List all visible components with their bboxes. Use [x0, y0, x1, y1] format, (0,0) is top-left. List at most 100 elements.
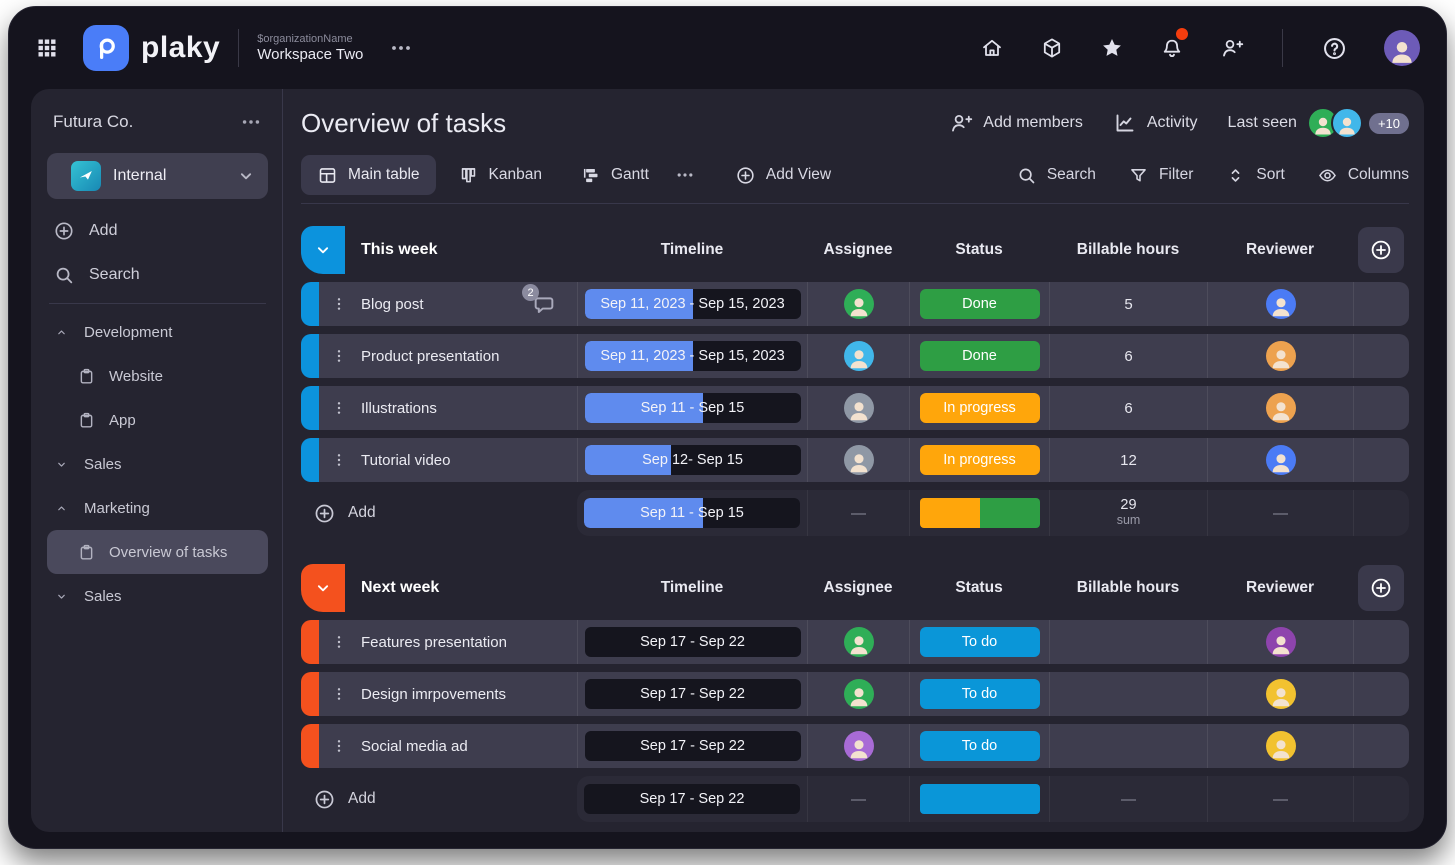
assignee-avatar[interactable]: [843, 627, 874, 657]
table-row[interactable]: Tutorial video Sep 12- Sep 15 In progres…: [301, 438, 1409, 482]
column-header-timeline[interactable]: Timeline: [660, 579, 724, 596]
table-row[interactable]: Social media ad Sep 17 - Sep 22 To do: [301, 724, 1409, 768]
reviewer-avatar[interactable]: [1265, 627, 1296, 657]
timeline-pill[interactable]: Sep 17 - Sep 22: [584, 731, 801, 761]
status-chip[interactable]: To do: [919, 731, 1040, 761]
sidebar-item-app[interactable]: App: [47, 398, 268, 442]
columns-button[interactable]: Columns: [1317, 165, 1409, 186]
task-name[interactable]: Tutorial video: [361, 451, 451, 469]
task-name[interactable]: Illustrations: [361, 399, 437, 417]
task-name[interactable]: Blog post: [361, 295, 424, 313]
assignee-avatar[interactable]: [843, 731, 874, 761]
task-name[interactable]: Design imrpovements: [361, 685, 507, 703]
search-button[interactable]: Search: [1016, 165, 1096, 186]
user-avatar[interactable]: [1384, 30, 1420, 66]
task-name[interactable]: Features presentation: [361, 633, 507, 651]
billable-hours-value[interactable]: [1049, 620, 1207, 664]
reviewer-avatar[interactable]: [1265, 341, 1296, 371]
billable-hours-value[interactable]: 6: [1049, 334, 1207, 378]
table-row[interactable]: Illustrations Sep 11 - Sep 15 In progres…: [301, 386, 1409, 430]
task-name[interactable]: Product presentation: [361, 347, 500, 365]
timeline-pill[interactable]: Sep 11, 2023 - Sep 15, 2023: [584, 289, 801, 319]
column-header-reviewer[interactable]: Reviewer: [1245, 579, 1315, 596]
billable-hours-value[interactable]: 5: [1049, 282, 1207, 326]
reviewer-avatar[interactable]: [1265, 445, 1296, 475]
status-chip[interactable]: Done: [919, 341, 1040, 371]
activity-button[interactable]: Activity: [1113, 111, 1198, 135]
column-header-timeline[interactable]: Timeline: [660, 241, 724, 258]
row-menu-icon[interactable]: [331, 400, 347, 416]
table-row[interactable]: Blog post 2 Sep 11, 2023 - Sep 15, 2023 …: [301, 282, 1409, 326]
status-distribution-bar[interactable]: [919, 498, 1040, 528]
sidebar-section-development[interactable]: Development: [47, 310, 268, 354]
favorites-star-icon[interactable]: [1100, 36, 1124, 60]
row-menu-icon[interactable]: [331, 296, 347, 312]
status-chip[interactable]: Done: [919, 289, 1040, 319]
timeline-pill[interactable]: Sep 12- Sep 15: [584, 445, 801, 475]
plaky-logo[interactable]: [83, 25, 129, 71]
add-task-button[interactable]: Add: [301, 776, 577, 822]
tab-gantt[interactable]: Gantt: [564, 155, 665, 195]
billable-hours-value[interactable]: 6: [1049, 386, 1207, 430]
assignee-avatar[interactable]: [843, 341, 874, 371]
add-column-button[interactable]: [1358, 227, 1404, 273]
sort-button[interactable]: Sort: [1225, 165, 1285, 186]
group-collapse-button[interactable]: [301, 564, 345, 612]
status-chip[interactable]: To do: [919, 679, 1040, 709]
timeline-pill[interactable]: Sep 17 - Sep 22: [584, 679, 801, 709]
table-row[interactable]: Features presentation Sep 17 - Sep 22 To…: [301, 620, 1409, 664]
comments-icon[interactable]: 2: [522, 284, 557, 317]
tab-main-table[interactable]: Main table: [301, 155, 436, 195]
billable-hours-value[interactable]: [1049, 672, 1207, 716]
table-row[interactable]: Design imrpovements Sep 17 - Sep 22 To d…: [301, 672, 1409, 716]
reviewer-avatar[interactable]: [1265, 393, 1296, 423]
tab-kanban[interactable]: Kanban: [442, 155, 558, 195]
apps-cube-icon[interactable]: [1040, 36, 1064, 60]
column-header-hours[interactable]: Billable hours: [1076, 579, 1180, 596]
column-header-assignee[interactable]: Assignee: [823, 241, 893, 258]
row-menu-icon[interactable]: [331, 634, 347, 650]
assignee-avatar[interactable]: [843, 393, 874, 423]
timeline-pill[interactable]: Sep 11, 2023 - Sep 15, 2023: [584, 341, 801, 371]
row-menu-icon[interactable]: [331, 452, 347, 468]
reviewer-avatar[interactable]: [1265, 289, 1296, 319]
board-space-select[interactable]: Internal: [47, 153, 268, 199]
status-chip[interactable]: In progress: [919, 445, 1040, 475]
add-column-button[interactable]: [1358, 565, 1404, 611]
sidebar-item-website[interactable]: Website: [47, 354, 268, 398]
sidebar-section-marketing[interactable]: Marketing: [47, 486, 268, 530]
assignee-avatar[interactable]: [843, 289, 874, 319]
column-header-hours[interactable]: Billable hours: [1076, 241, 1180, 258]
add-task-button[interactable]: Add: [301, 490, 577, 536]
timeline-pill[interactable]: Sep 17 - Sep 22: [584, 627, 801, 657]
workspace-switcher[interactable]: $organizationName Workspace Two: [257, 33, 363, 63]
home-icon[interactable]: [980, 36, 1004, 60]
workspace-more-icon[interactable]: [389, 36, 413, 60]
sidebar-add-button[interactable]: Add: [47, 209, 268, 253]
filter-button[interactable]: Filter: [1128, 165, 1193, 186]
last-seen-group[interactable]: Last seen +10: [1228, 107, 1409, 139]
group-collapse-button[interactable]: [301, 226, 345, 274]
assignee-avatar[interactable]: [843, 679, 874, 709]
sidebar-item-overview-of-tasks[interactable]: Overview of tasks: [47, 530, 268, 574]
app-grid-icon[interactable]: [35, 36, 59, 60]
group-title[interactable]: This week: [361, 241, 438, 258]
timeline-summary-pill[interactable]: Sep 11 - Sep 15: [584, 498, 800, 528]
row-menu-icon[interactable]: [331, 686, 347, 702]
company-more-icon[interactable]: [240, 111, 262, 133]
reviewer-avatar[interactable]: [1265, 731, 1296, 761]
billable-hours-value[interactable]: 12: [1049, 438, 1207, 482]
status-distribution-bar[interactable]: [919, 784, 1040, 814]
add-members-button[interactable]: Add members: [949, 111, 1083, 135]
sidebar-search-button[interactable]: Search: [47, 253, 268, 297]
task-name[interactable]: Social media ad: [361, 737, 468, 755]
column-header-assignee[interactable]: Assignee: [823, 579, 893, 596]
more-members-badge[interactable]: +10: [1368, 112, 1409, 134]
row-menu-icon[interactable]: [331, 738, 347, 754]
column-header-status[interactable]: Status: [955, 241, 1003, 258]
invite-person-icon[interactable]: [1220, 36, 1244, 60]
sidebar-section-sales-1[interactable]: Sales: [47, 442, 268, 486]
reviewer-avatar[interactable]: [1265, 679, 1296, 709]
row-menu-icon[interactable]: [331, 348, 347, 364]
table-row[interactable]: Product presentation Sep 11, 2023 - Sep …: [301, 334, 1409, 378]
